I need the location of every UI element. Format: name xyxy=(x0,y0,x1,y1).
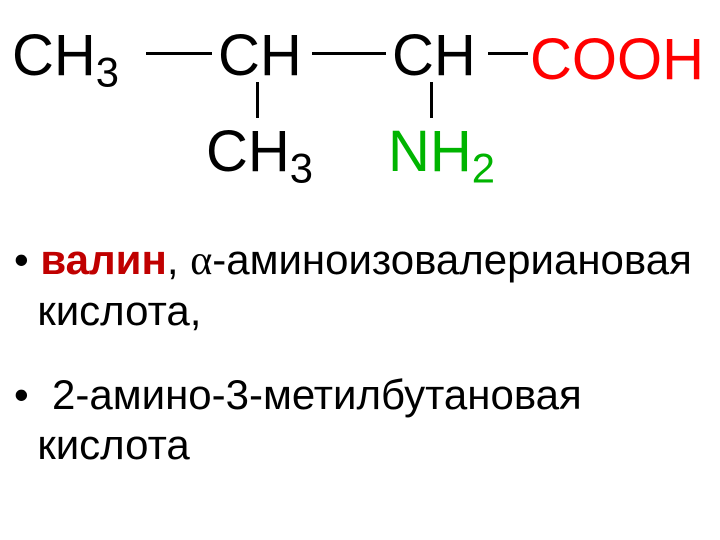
bond-c3-cooh xyxy=(488,52,528,55)
group-ch-2: CH xyxy=(218,22,302,89)
bullet-1: • валин, α-аминоизовалериановая кислота, xyxy=(14,235,692,336)
rest: 2-амино-3-метилбутановая xyxy=(40,371,581,418)
line2: кислота, xyxy=(37,287,201,334)
indent xyxy=(14,421,37,468)
atom-text: CH xyxy=(218,23,302,88)
atom-text: CH3 xyxy=(12,23,119,88)
atom-text: CH3 xyxy=(206,119,313,184)
indent xyxy=(14,287,37,334)
atom-text: CH xyxy=(392,23,476,88)
alpha-glyph: α xyxy=(190,238,212,284)
group-ch3-left: CH3 xyxy=(12,22,119,97)
atom-text: COOH xyxy=(530,27,704,92)
bullet-marker: • xyxy=(14,371,40,418)
group-ch-3: CH xyxy=(392,22,476,89)
bond-c3-nh2 xyxy=(430,82,433,118)
sep: , xyxy=(167,236,190,283)
bond-c2-c3 xyxy=(312,52,386,55)
line2: кислота xyxy=(37,421,189,468)
group-cooh: COOH xyxy=(530,26,704,93)
bond-c1-c2 xyxy=(146,52,212,55)
trivial-name: валин xyxy=(40,236,167,283)
bond-c2-me xyxy=(256,82,259,118)
group-nh2: NH2 xyxy=(388,118,495,193)
group-ch3-branch: CH3 xyxy=(206,118,313,193)
bullet-marker: • xyxy=(14,236,40,283)
atom-text: NH2 xyxy=(388,119,495,184)
rest: -аминоизовалериановая xyxy=(212,236,692,283)
bullet-2: • 2-амино-3-метилбутановая кислота xyxy=(14,370,582,470)
